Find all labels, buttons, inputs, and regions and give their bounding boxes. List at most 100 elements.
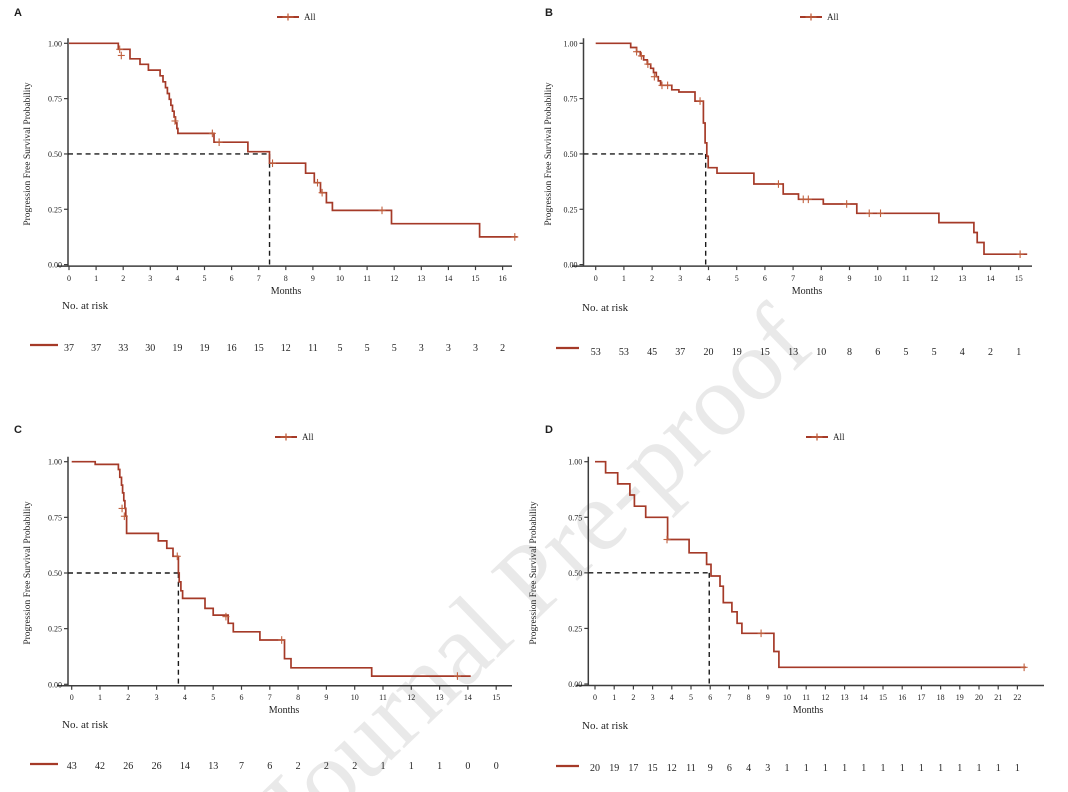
at-risk-count: 5	[392, 343, 397, 354]
x-tick-label: 19	[956, 693, 964, 702]
at-risk-count: 37	[64, 343, 74, 354]
survival-curve	[69, 42, 518, 238]
at-risk-count: 26	[123, 761, 133, 772]
x-tick-label: 10	[783, 693, 791, 702]
x-tick-label: 6	[763, 274, 767, 283]
x-tick-label: 9	[766, 693, 770, 702]
x-tick-label: 22	[1013, 693, 1021, 702]
y-tick-label: 0.75	[568, 513, 582, 522]
at-risk-count: 9	[708, 763, 713, 774]
at-risk-count: 1	[437, 761, 442, 772]
y-tick-label: 0.50	[564, 150, 578, 159]
x-tick-label: 14	[860, 693, 868, 702]
at-risk-count: 1	[919, 763, 924, 774]
x-tick-label: 1	[94, 274, 98, 283]
at-risk-count: 30	[145, 343, 155, 354]
at-risk-count: 20	[590, 763, 600, 774]
at-risk-heading: No. at risk	[62, 300, 109, 312]
at-risk-count: 1	[1015, 763, 1020, 774]
at-risk-count: 13	[788, 347, 798, 358]
at-risk-heading: No. at risk	[582, 302, 629, 314]
x-tick-label: 2	[631, 693, 635, 702]
at-risk-count: 16	[227, 343, 237, 354]
x-tick-label: 7	[727, 693, 731, 702]
at-risk-count: 2	[296, 761, 301, 772]
x-tick-label: 13	[417, 274, 425, 283]
y-axis-title: Progression Free Survival Probability	[544, 82, 554, 226]
at-risk-count: 1	[957, 763, 962, 774]
x-tick-label: 1	[612, 693, 616, 702]
at-risk-count: 3	[765, 763, 770, 774]
at-risk-count: 5	[365, 343, 370, 354]
x-tick-label: 21	[994, 693, 1002, 702]
at-risk-count: 19	[732, 347, 742, 358]
x-tick-label: 4	[183, 693, 187, 702]
at-risk-count: 8	[847, 347, 852, 358]
at-risk-count: 2	[324, 761, 329, 772]
x-tick-label: 16	[898, 693, 906, 702]
x-tick-label: 17	[917, 693, 925, 702]
y-tick-label: 0.00	[48, 261, 62, 270]
at-risk-count: 37	[91, 343, 101, 354]
x-tick-label: 9	[848, 274, 852, 283]
at-risk-heading: No. at risk	[582, 720, 629, 732]
survival-curve	[595, 460, 1026, 669]
at-risk-count: 13	[208, 761, 218, 772]
x-tick-label: 11	[363, 274, 371, 283]
x-tick-label: 12	[407, 693, 415, 702]
x-tick-label: 1	[98, 693, 102, 702]
x-tick-label: 3	[678, 274, 682, 283]
y-tick-label: 1.00	[48, 458, 62, 467]
x-tick-label: 13	[958, 274, 966, 283]
at-risk-count: 5	[338, 343, 343, 354]
y-axis-title: Progression Free Survival Probability	[529, 501, 539, 645]
at-risk-count: 11	[308, 343, 318, 354]
x-tick-label: 8	[284, 274, 288, 283]
y-tick-label: 1.00	[568, 458, 582, 467]
x-tick-label: 0	[594, 274, 598, 283]
at-risk-count: 3	[473, 343, 478, 354]
x-tick-label: 3	[155, 693, 159, 702]
x-tick-label: 14	[444, 274, 452, 283]
at-risk-count: 15	[760, 347, 770, 358]
x-tick-label: 4	[175, 274, 179, 283]
y-tick-label: 0.75	[48, 513, 62, 522]
at-risk-heading: No. at risk	[62, 719, 109, 731]
x-tick-label: 18	[937, 693, 945, 702]
panel-letter: D	[545, 424, 553, 436]
x-tick-label: 11	[802, 693, 810, 702]
x-tick-label: 10	[351, 693, 359, 702]
x-tick-label: 7	[257, 274, 261, 283]
survival-curve	[595, 42, 1028, 256]
x-axis-title: Months	[271, 286, 302, 297]
at-risk-count: 19	[200, 343, 210, 354]
x-tick-label: 5	[203, 274, 207, 283]
x-tick-label: 5	[735, 274, 739, 283]
y-tick-label: 0.50	[568, 569, 582, 578]
at-risk-count: 0	[465, 761, 470, 772]
x-tick-label: 9	[311, 274, 315, 283]
x-tick-label: 8	[747, 693, 751, 702]
x-tick-label: 11	[379, 693, 387, 702]
y-axis-title: Progression Free Survival Probability	[23, 501, 33, 645]
at-risk-count: 7	[239, 761, 244, 772]
x-tick-label: 5	[211, 693, 215, 702]
at-risk-count: 42	[95, 761, 105, 772]
x-tick-label: 1	[622, 274, 626, 283]
x-tick-label: 4	[707, 274, 711, 283]
x-tick-label: 3	[148, 274, 152, 283]
at-risk-count: 1	[900, 763, 905, 774]
at-risk-count: 43	[67, 761, 77, 772]
panel-letter: B	[545, 7, 553, 19]
y-tick-label: 0.75	[564, 95, 578, 104]
legend-label: All	[827, 12, 839, 22]
y-axis-title: Progression Free Survival Probability	[23, 82, 33, 226]
at-risk-count: 1	[804, 763, 809, 774]
x-tick-label: 0	[593, 693, 597, 702]
at-risk-count: 1	[785, 763, 790, 774]
at-risk-count: 1	[996, 763, 1001, 774]
at-risk-count: 4	[746, 763, 751, 774]
